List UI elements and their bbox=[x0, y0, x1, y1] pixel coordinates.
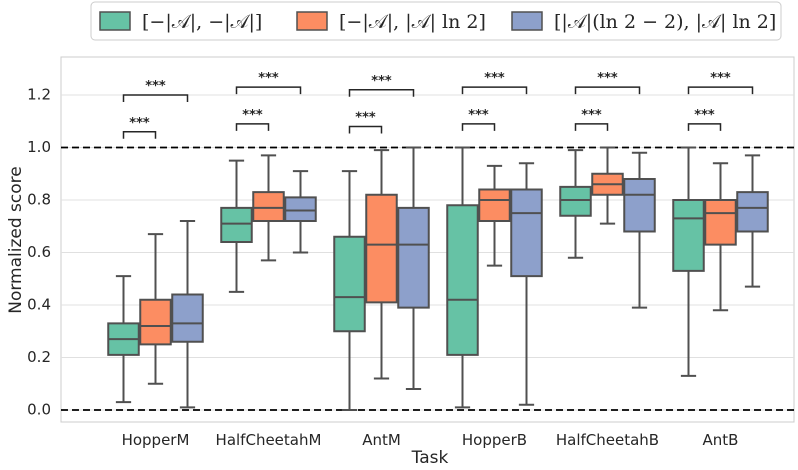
significance-bracket bbox=[235, 123, 270, 131]
significance-bracket bbox=[574, 86, 641, 95]
significance-bracket bbox=[687, 123, 722, 131]
y-tick-label: 0.6 bbox=[27, 243, 51, 261]
box-iqr bbox=[365, 193, 398, 304]
y-axis-label: Normalized score bbox=[6, 166, 26, 314]
x-tick-labels: HopperM HalfCheetahM AntM HopperB HalfCheeta… bbox=[122, 431, 739, 449]
x-tick-label: HalfCheetahM bbox=[216, 431, 322, 449]
significance-label: *** bbox=[242, 108, 263, 123]
box-iqr bbox=[171, 293, 204, 343]
box bbox=[591, 146, 624, 225]
significance-bracket bbox=[461, 86, 528, 95]
reference-lines bbox=[61, 146, 794, 411]
significance-bracket bbox=[687, 86, 754, 95]
significance-label: *** bbox=[258, 71, 279, 86]
box bbox=[559, 149, 592, 259]
significance-brackets: *** *** *** *** *** *** *** *** *** *** *** *** bbox=[122, 71, 754, 139]
box-iqr bbox=[478, 188, 511, 222]
box bbox=[220, 159, 253, 293]
box bbox=[171, 220, 204, 409]
box bbox=[623, 151, 656, 309]
x-axis-label: Task bbox=[411, 448, 449, 468]
box bbox=[252, 154, 285, 262]
significance-label: *** bbox=[371, 74, 392, 89]
y-tick-label: 0.8 bbox=[27, 191, 51, 209]
box-iqr bbox=[672, 199, 705, 272]
x-tick-label: HopperM bbox=[122, 431, 190, 449]
box bbox=[139, 233, 172, 385]
significance-label: *** bbox=[145, 79, 166, 94]
boxes bbox=[107, 146, 769, 411]
box-iqr bbox=[623, 178, 656, 233]
box bbox=[446, 146, 479, 409]
box bbox=[478, 164, 511, 267]
legend-label: [|𝒜|(ln 2 − 2), |𝒜| ln 2] bbox=[554, 11, 776, 33]
legend-swatch bbox=[296, 11, 328, 31]
box bbox=[704, 162, 737, 312]
plot-frame bbox=[60, 56, 795, 423]
box-iqr bbox=[736, 191, 769, 233]
significance-bracket bbox=[122, 131, 157, 139]
legend-swatch bbox=[99, 11, 131, 31]
significance-bracket bbox=[348, 125, 383, 134]
legend-swatch bbox=[511, 11, 543, 31]
y-tick-label: 0.4 bbox=[27, 296, 51, 314]
box-iqr bbox=[559, 185, 592, 217]
y-tick-label: 0.0 bbox=[27, 401, 51, 419]
significance-label: *** bbox=[484, 71, 505, 86]
significance-label: *** bbox=[129, 116, 150, 131]
box-iqr bbox=[704, 199, 737, 246]
legend-label: [−|𝒜|, −|𝒜|] bbox=[142, 11, 262, 33]
box bbox=[672, 146, 705, 377]
significance-label: *** bbox=[468, 108, 489, 123]
legend-label: [−|𝒜|, |𝒜| ln 2] bbox=[339, 11, 486, 33]
box bbox=[397, 146, 430, 390]
box-iqr bbox=[220, 206, 253, 243]
box-iqr bbox=[397, 206, 430, 309]
significance-label: *** bbox=[597, 71, 618, 86]
significance-label: *** bbox=[355, 111, 376, 126]
x-tick-label: AntB bbox=[703, 431, 739, 449]
significance-bracket bbox=[348, 89, 415, 97]
box bbox=[510, 162, 543, 406]
x-tick-label: HopperB bbox=[462, 431, 527, 449]
box bbox=[365, 149, 398, 380]
box-iqr bbox=[139, 298, 172, 346]
significance-label: *** bbox=[581, 108, 602, 123]
significance-bracket bbox=[235, 86, 302, 95]
significance-bracket bbox=[122, 94, 189, 102]
x-tick-label: HalfCheetahB bbox=[556, 431, 659, 449]
y-tick-label: 0.2 bbox=[27, 348, 51, 366]
significance-bracket bbox=[574, 123, 609, 131]
legend-frame bbox=[90, 1, 782, 41]
box-iqr bbox=[284, 196, 317, 222]
box bbox=[736, 154, 769, 288]
x-tick-label: AntM bbox=[362, 431, 401, 449]
box bbox=[284, 170, 317, 254]
y-tick-labels: 0.0 0.2 0.4 0.6 0.8 1.0 1.2 bbox=[27, 86, 51, 419]
significance-label: *** bbox=[710, 71, 731, 86]
box bbox=[107, 275, 140, 404]
significance-label: *** bbox=[694, 108, 715, 123]
box-iqr bbox=[333, 235, 366, 333]
box-iqr bbox=[446, 204, 479, 356]
box-iqr bbox=[252, 191, 285, 222]
legend: [−|𝒜|, −|𝒜|] [−|𝒜|, |𝒜| ln 2] [|𝒜|(ln 2 − … bbox=[90, 1, 782, 41]
box bbox=[333, 170, 366, 411]
y-tick-label: 1.2 bbox=[27, 86, 51, 104]
significance-bracket bbox=[461, 123, 496, 131]
box-iqr bbox=[510, 188, 543, 278]
y-tick-label: 1.0 bbox=[27, 138, 51, 156]
